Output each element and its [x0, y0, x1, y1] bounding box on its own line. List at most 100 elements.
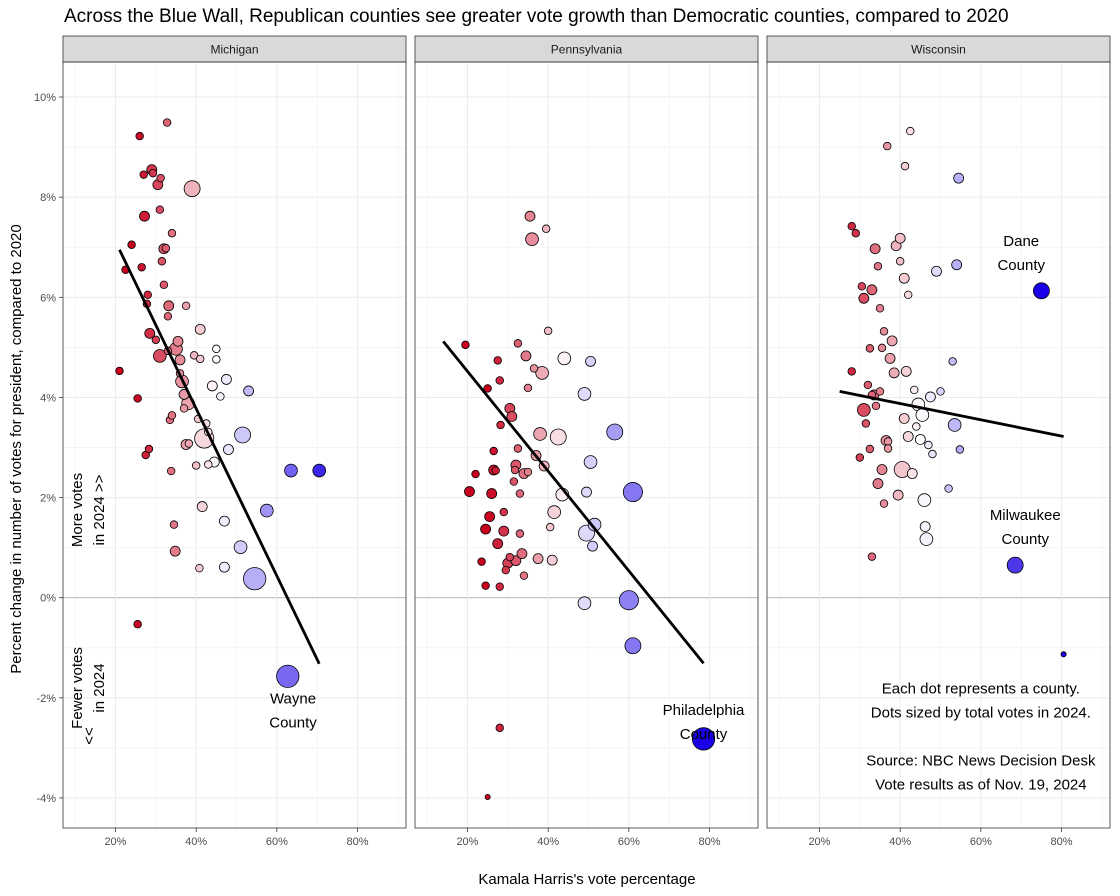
major-gridlines [767, 62, 1110, 828]
chart-note: Each dot represents a county. Dots sized … [866, 680, 1096, 793]
county-point [221, 374, 232, 385]
data-points [115, 118, 327, 688]
county-point [148, 168, 158, 178]
county-point [484, 511, 496, 522]
county-point [583, 455, 598, 469]
county-point [151, 335, 161, 345]
county-point [917, 493, 932, 507]
county-point [1006, 556, 1024, 574]
county-point [505, 552, 515, 562]
county-point [557, 351, 572, 366]
county-point [495, 376, 504, 385]
county-point [144, 444, 154, 454]
county-point [159, 280, 169, 289]
county-point [484, 793, 491, 800]
county-point [915, 408, 930, 422]
direction-labels: More votes in 2024 >> Fewer votes in 2024<< [69, 473, 108, 745]
county-point [516, 548, 528, 560]
panel-michigan: Michigan Wayne County 20% 40% 60% 80% [62, 35, 407, 848]
county-point [875, 387, 885, 396]
county-point [464, 486, 475, 497]
facet-strip-label: Michigan [210, 43, 258, 57]
county-point [847, 222, 856, 231]
county-point [873, 262, 883, 271]
county-point [944, 484, 953, 493]
county-point [163, 300, 175, 312]
county-point [898, 413, 910, 424]
county-point [493, 356, 502, 365]
panel-border [62, 61, 407, 829]
county-label: Dane County [997, 233, 1045, 274]
county-point [928, 449, 937, 459]
county-point [234, 426, 251, 444]
county-point [535, 366, 549, 380]
county-point [876, 464, 888, 475]
county-point [532, 553, 544, 565]
county-point [233, 540, 248, 554]
county-point [925, 391, 936, 403]
county-point [169, 520, 179, 529]
county-point [543, 326, 553, 336]
x-tick-label: 40% [537, 836, 559, 848]
county-point [115, 366, 124, 376]
county-point [195, 563, 204, 573]
county-point [953, 172, 965, 184]
y-tick-label: 0% [40, 593, 56, 605]
county-point [509, 477, 519, 486]
county-point [904, 290, 913, 300]
county-point [127, 240, 136, 249]
county-label: Wayne County [269, 690, 317, 731]
county-point [855, 453, 865, 462]
county-point [902, 431, 914, 442]
county-point [869, 243, 881, 255]
county-point [606, 423, 624, 441]
county-point [312, 463, 327, 478]
county-point [162, 118, 172, 127]
county-point [955, 445, 965, 454]
y-tick-label: 4% [40, 392, 56, 404]
county-point [545, 522, 555, 532]
county-point [191, 461, 201, 470]
county-point [857, 403, 871, 417]
county-point [577, 387, 592, 401]
county-point [914, 434, 926, 445]
county-point [506, 411, 518, 422]
y-tick-label: 6% [40, 292, 56, 304]
panel-border [766, 61, 1111, 829]
county-point [857, 282, 867, 291]
county-point [143, 290, 152, 300]
x-tick-label: 80% [1051, 836, 1073, 848]
county-point [492, 538, 504, 550]
county-point [883, 444, 893, 453]
county-point [523, 383, 533, 393]
x-tick-label: 20% [808, 836, 830, 848]
county-point [157, 257, 167, 266]
county-point [483, 384, 492, 393]
county-point [480, 523, 492, 535]
panel-border [414, 61, 759, 829]
y-tick-label: 10% [34, 92, 56, 104]
county-point [861, 419, 871, 428]
county-point [879, 499, 889, 508]
county-point [284, 463, 298, 478]
county-point [167, 411, 177, 420]
county-point [139, 210, 150, 222]
county-point [931, 265, 942, 277]
county-point [179, 404, 189, 413]
county-point [894, 232, 906, 244]
x-tick-label: 80% [347, 836, 369, 848]
x-axis-title: Kamala Harris's vote percentage [478, 871, 695, 888]
county-point [585, 355, 596, 367]
x-axis: 20% 40% 60% 80% [808, 828, 1073, 848]
county-point [886, 335, 898, 347]
county-point [865, 444, 875, 454]
county-point [498, 525, 510, 537]
county-point [139, 170, 148, 179]
county-point [486, 488, 498, 499]
county-label: Philadelphia County [663, 702, 745, 743]
trend-line [442, 340, 705, 665]
county-point [219, 561, 230, 573]
county-point [529, 364, 539, 373]
more-votes-label: More votes in 2024 >> [69, 473, 108, 547]
